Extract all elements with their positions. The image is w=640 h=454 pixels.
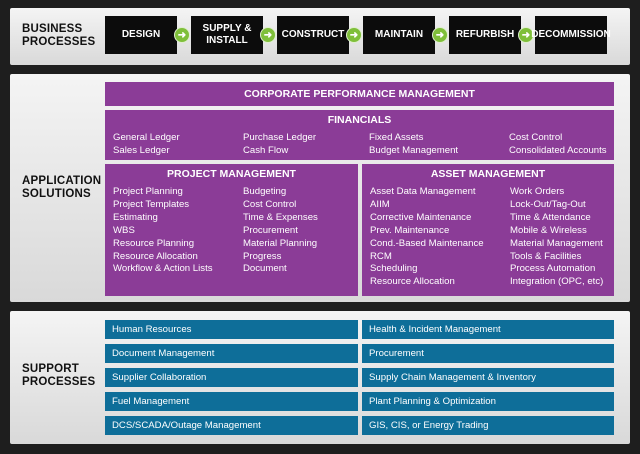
support-item: Supply Chain Management & Inventory xyxy=(362,368,614,387)
project-item: Estimating xyxy=(113,211,158,223)
project-item: Cost Control xyxy=(243,198,297,210)
asset-item: Lock-Out/Tag-Out xyxy=(510,198,586,210)
project-item: Resource Planning xyxy=(113,237,195,249)
project-column: Budgeting Cost Control Time & Expenses Proc… xyxy=(243,186,318,276)
support-item: Human Resources xyxy=(105,320,358,339)
project-item: WBS xyxy=(113,224,135,236)
support-item: GIS, CIS, or Energy Trading xyxy=(362,416,614,435)
asset-item: Integration (OPC, etc) xyxy=(510,276,604,288)
project-item: Time & Expenses xyxy=(243,211,318,223)
financials-column: General Ledger Sales Ledger xyxy=(113,132,180,157)
asset-management-box: ASSET MANAGEMENT Asset Data Management AI… xyxy=(362,164,614,296)
asset-item: RCM xyxy=(370,250,392,262)
financials-item: Consolidated Accounts xyxy=(509,144,607,156)
support-item: DCS/SCADA/Outage Management xyxy=(105,416,358,435)
financials-item: Purchase Ledger xyxy=(243,132,317,143)
support-processes-label: SUPPORT PROCESSES xyxy=(22,363,96,388)
financials-item: General Ledger xyxy=(113,132,180,143)
asset-item: Work Orders xyxy=(510,186,565,197)
asset-item: Corrective Maintenance xyxy=(370,211,472,223)
project-item: Progress xyxy=(243,250,282,262)
support-item: Procurement xyxy=(362,344,614,363)
project-item: Project Planning xyxy=(113,186,183,197)
financials-item: Sales Ledger xyxy=(113,144,170,156)
business-processes-label: BUSINESS PROCESSES xyxy=(22,23,96,48)
asset-item: Prev. Maintenance xyxy=(370,224,450,236)
financials-column: Cost Control Consolidated Accounts xyxy=(509,132,607,157)
application-solutions-band: APPLICATION SOLUTIONS CORPORATE PERFORMA… xyxy=(10,74,630,302)
project-item: Resource Allocation xyxy=(113,250,198,262)
project-item: Project Templates xyxy=(113,198,190,210)
financials-item: Budget Management xyxy=(369,144,459,156)
business-processes-band: BUSINESS PROCESSES DESIGN ➜ SUPPLY & INSTA… xyxy=(10,8,630,65)
support-item: Supplier Collaboration xyxy=(105,368,358,387)
asset-item: Scheduling xyxy=(370,263,418,275)
process-step: DECOMMISSION xyxy=(531,16,611,54)
support-item: Health & Incident Management xyxy=(362,320,614,339)
asset-item: Mobile & Wireless xyxy=(510,224,587,236)
arrow-right-icon: ➜ xyxy=(260,27,276,43)
financials-item: Cost Control xyxy=(509,132,563,143)
financials-column: Fixed Assets Budget Management xyxy=(369,132,458,157)
process-step: CONSTRUCT xyxy=(277,16,349,54)
support-item: Fuel Management xyxy=(105,392,358,411)
financials-title: FINANCIALS xyxy=(327,114,392,126)
asset-column: Asset Data Management AIIM Corrective Main… xyxy=(370,186,484,289)
asset-item: Cond.-Based Maintenance xyxy=(370,237,484,249)
asset-item: AIIM xyxy=(370,198,390,210)
process-step: MAINTAIN xyxy=(363,16,435,54)
financials-box: FINANCIALS General Ledger Sales Ledger Pur… xyxy=(105,110,614,160)
project-column: Project Planning Project Templates Estimat… xyxy=(113,186,213,276)
project-management-box: PROJECT MANAGEMENT Project Planning Proje… xyxy=(105,164,358,296)
process-step: SUPPLY & INSTALL xyxy=(191,16,263,54)
arrow-right-icon: ➜ xyxy=(432,27,448,43)
application-solutions-label: APPLICATION SOLUTIONS xyxy=(22,175,102,200)
arrow-right-icon: ➜ xyxy=(518,27,534,43)
support-item: Document Management xyxy=(105,344,358,363)
process-step: DESIGN xyxy=(105,16,177,54)
asset-item: Asset Data Management xyxy=(370,186,476,197)
asset-item: Tools & Facilities xyxy=(510,250,582,262)
financials-item: Cash Flow xyxy=(243,144,289,156)
project-item: Material Planning xyxy=(243,237,318,249)
asset-column: Work Orders Lock-Out/Tag-Out Time & Attend… xyxy=(510,186,603,289)
asset-item: Resource Allocation xyxy=(370,276,455,288)
project-item: Procurement xyxy=(243,224,298,236)
support-item: Plant Planning & Optimization xyxy=(362,392,614,411)
arrow-right-icon: ➜ xyxy=(346,27,362,43)
process-step: REFURBISH xyxy=(449,16,521,54)
asset-management-title: ASSET MANAGEMENT xyxy=(430,168,546,180)
project-item: Budgeting xyxy=(243,186,287,197)
project-item: Document xyxy=(243,263,287,275)
corporate-performance-title: CORPORATE PERFORMANCE MANAGEMENT xyxy=(244,88,475,100)
arrow-right-icon: ➜ xyxy=(174,27,190,43)
asset-item: Process Automation xyxy=(510,263,596,275)
financials-column: Purchase Ledger Cash Flow xyxy=(243,132,316,157)
financials-item: Fixed Assets xyxy=(369,132,424,143)
asset-item: Material Management xyxy=(510,237,603,249)
project-item: Workflow & Action Lists xyxy=(113,263,213,275)
project-management-title: PROJECT MANAGEMENT xyxy=(167,168,296,180)
corporate-performance-box: CORPORATE PERFORMANCE MANAGEMENT xyxy=(105,82,614,106)
support-processes-band: SUPPORT PROCESSES Human Resources Health … xyxy=(10,311,630,444)
asset-item: Time & Attendance xyxy=(510,211,591,223)
